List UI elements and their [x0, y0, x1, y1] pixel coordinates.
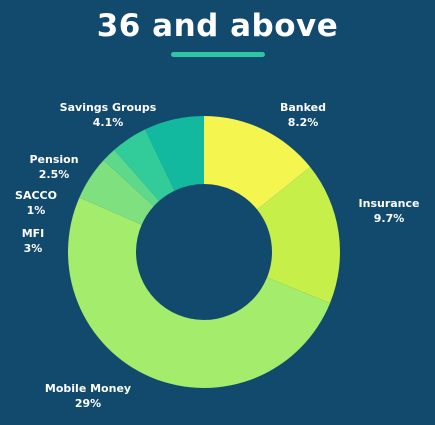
value-label-insurance: 9.7% [374, 212, 405, 225]
value-label-banked: 8.2% [288, 116, 319, 129]
slice-sacco [103, 149, 160, 207]
title-underline [171, 52, 265, 57]
slice-savings-groups [145, 116, 204, 191]
category-label-pension: Pension [29, 153, 78, 166]
category-label-mobile-money: Mobile Money [45, 382, 131, 395]
slice-insurance [257, 167, 341, 304]
slice-mobile-money [68, 197, 331, 388]
category-label-savings-groups: Savings Groups [60, 101, 157, 114]
slice-mfi [79, 160, 154, 225]
category-label-banked: Banked [280, 101, 326, 114]
category-label-insurance: Insurance [359, 197, 420, 210]
value-label-pension: 2.5% [39, 168, 70, 181]
value-label-savings-groups: 4.1% [93, 116, 124, 129]
value-label-mfi: 3% [24, 242, 43, 255]
chart-title: 36 and above [96, 8, 339, 44]
category-label-mfi: MFI [22, 227, 45, 240]
value-label-sacco: 1% [27, 204, 46, 217]
category-label-sacco: SACCO [15, 189, 57, 202]
slice-pension [114, 129, 175, 201]
slice-banked [204, 116, 311, 210]
value-label-mobile-money: 29% [75, 397, 101, 410]
